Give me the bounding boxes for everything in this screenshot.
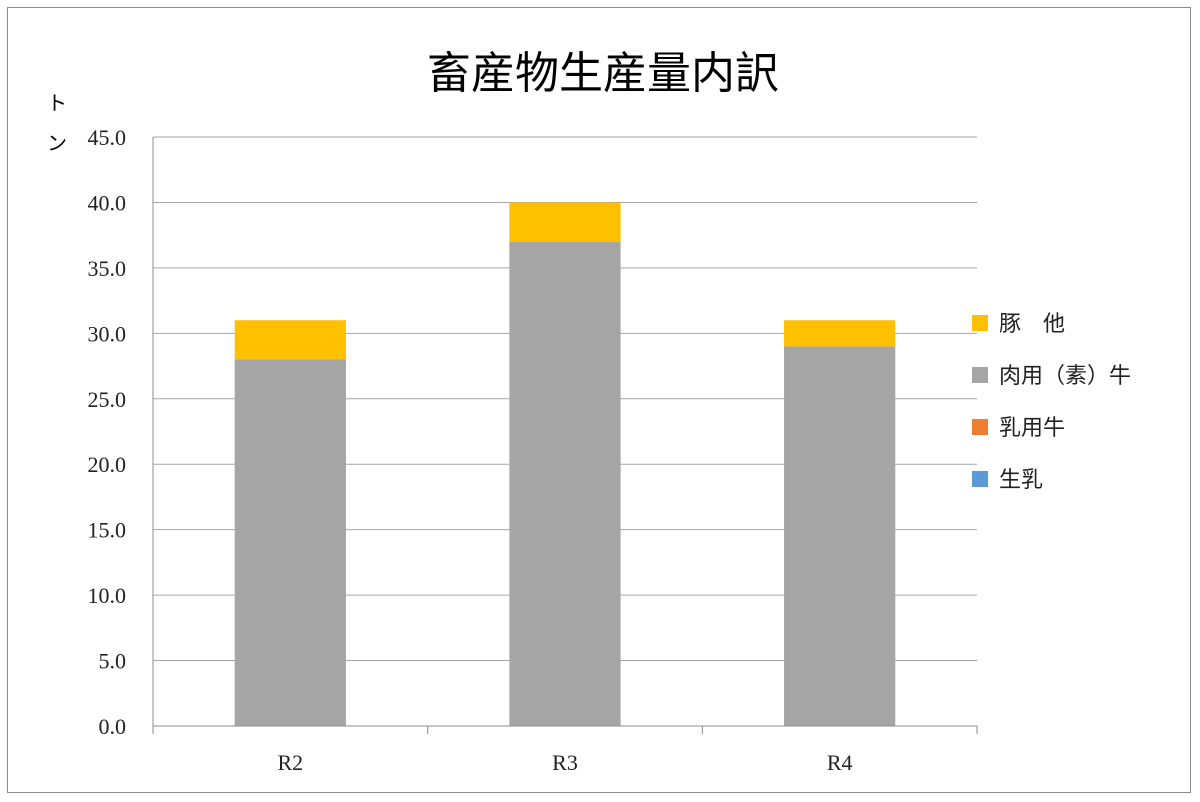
- x-category-label: R2: [277, 750, 303, 775]
- y-tick-labels: 0.0 5.0 10.0 15.0 20.0 25.0 30.0 35.0 40.0 45.0: [88, 125, 127, 739]
- legend-swatch: [972, 367, 988, 383]
- bar-segment: [509, 241, 621, 726]
- bars: [234, 202, 896, 726]
- y-axis-unit-char: ト: [47, 91, 67, 115]
- x-category-labels: R2 R3 R4: [277, 750, 852, 775]
- legend-label: 肉用（素）牛: [999, 364, 1131, 389]
- y-tick-label: 15.0: [88, 518, 127, 543]
- axes: [152, 137, 978, 734]
- y-tick-label: 25.0: [88, 387, 127, 412]
- y-axis-unit-label: トン: [47, 91, 67, 155]
- y-tick-label: 35.0: [88, 256, 127, 281]
- bar-segment: [234, 359, 346, 726]
- y-tick-label: 40.0: [88, 190, 127, 215]
- bar-segment: [234, 320, 346, 360]
- bar-segment: [509, 202, 621, 242]
- y-tick-label: 45.0: [88, 125, 127, 150]
- legend-swatch: [972, 419, 988, 435]
- legend-label: 乳用牛: [999, 416, 1065, 441]
- chart-title: 畜産物生産量内訳: [427, 48, 779, 99]
- legend-label: 生乳: [999, 468, 1043, 493]
- y-tick-label: 30.0: [88, 321, 127, 346]
- y-tick-label: 20.0: [88, 452, 127, 477]
- bar-segment: [784, 346, 896, 726]
- legend-label: 豚 他: [999, 312, 1065, 337]
- y-axis-unit-char: ン: [47, 131, 67, 155]
- legend-swatch: [972, 315, 988, 331]
- y-tick-label: 10.0: [88, 583, 127, 608]
- y-tick-label: 0.0: [99, 714, 127, 739]
- legend-swatch: [972, 471, 988, 487]
- y-tick-label: 5.0: [99, 649, 127, 674]
- x-category-label: R4: [827, 750, 853, 775]
- x-category-label: R3: [552, 750, 578, 775]
- bar-segment: [784, 320, 896, 347]
